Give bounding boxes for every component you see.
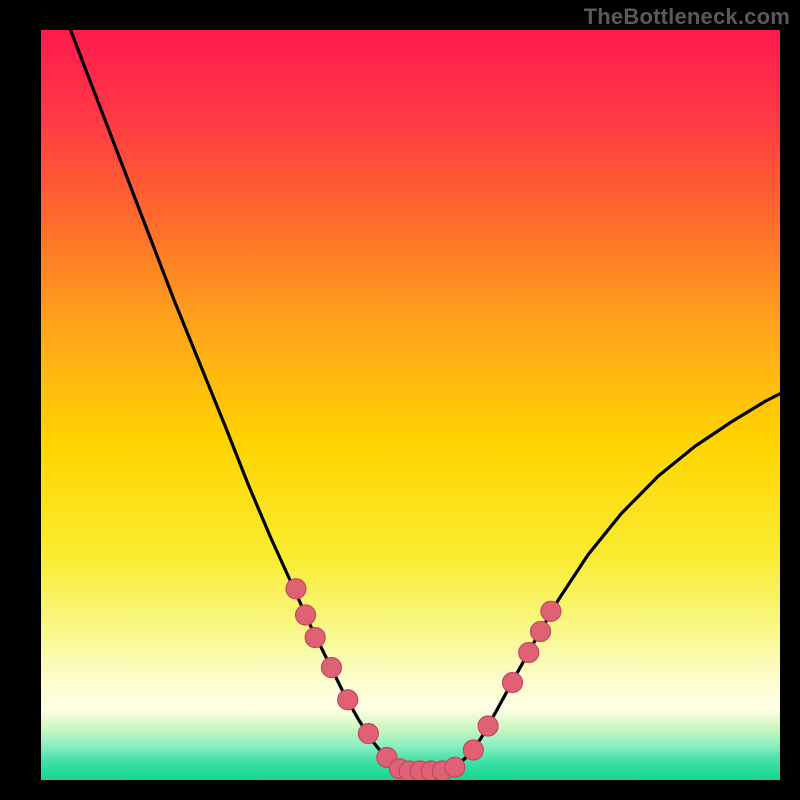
data-marker	[286, 579, 306, 599]
plot-area	[41, 30, 780, 780]
data-marker	[531, 622, 551, 642]
data-marker	[502, 673, 522, 693]
data-marker	[445, 757, 465, 777]
data-marker	[463, 740, 483, 760]
data-marker	[305, 628, 325, 648]
data-marker	[541, 601, 561, 621]
watermark-text: TheBottleneck.com	[584, 4, 790, 30]
data-marker	[358, 724, 378, 744]
data-marker	[296, 605, 316, 625]
chart-frame: TheBottleneck.com	[0, 0, 800, 800]
data-marker	[478, 716, 498, 736]
data-marker	[321, 658, 341, 678]
bottleneck-curve-chart	[41, 30, 780, 780]
data-marker	[519, 643, 539, 663]
data-marker	[338, 690, 358, 710]
gradient-background	[41, 30, 780, 780]
